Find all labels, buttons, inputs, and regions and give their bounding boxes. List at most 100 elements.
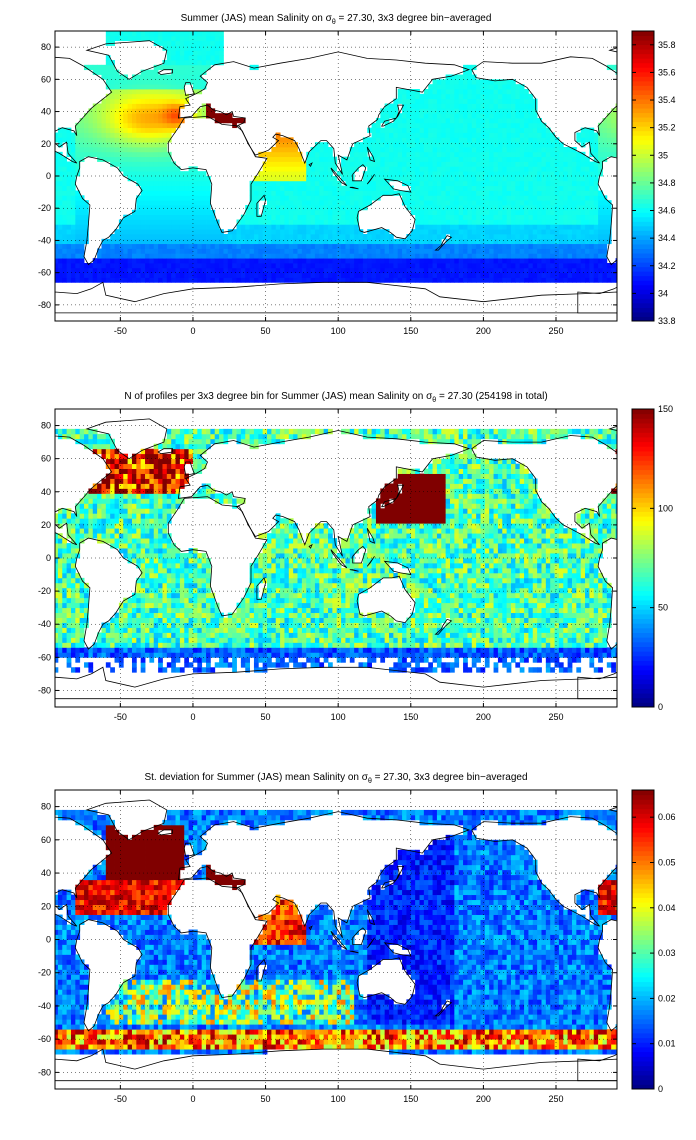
data-bin <box>467 267 473 274</box>
data-bin <box>97 508 102 514</box>
data-bin <box>166 137 172 143</box>
data-bin <box>249 238 255 245</box>
data-bin <box>375 263 381 269</box>
data-bin <box>415 93 420 100</box>
data-bin <box>184 272 190 278</box>
data-bin <box>79 214 85 220</box>
data-bin <box>528 267 534 274</box>
data-bin <box>284 272 290 278</box>
data-bin <box>70 171 76 177</box>
data-bin <box>79 533 85 539</box>
data-bin <box>114 513 120 519</box>
data-bin <box>131 597 137 604</box>
data-bin <box>136 258 142 264</box>
data-bin <box>258 272 264 278</box>
data-bin <box>524 190 529 196</box>
data-bin <box>101 151 107 158</box>
data-bin <box>66 528 72 534</box>
data-bin <box>585 166 590 172</box>
data-bin <box>467 272 473 278</box>
data-bin <box>140 224 146 230</box>
data-bin <box>528 151 534 158</box>
data-bin <box>158 108 163 114</box>
data-bin <box>75 612 81 618</box>
data-bin <box>79 205 85 211</box>
data-bin <box>57 577 63 584</box>
data-bin <box>454 132 460 138</box>
data-bin <box>88 523 94 529</box>
data-bin <box>118 238 124 245</box>
data-bin <box>275 248 281 254</box>
data-bin <box>184 60 190 66</box>
data-bin <box>480 151 486 158</box>
data-bin <box>371 132 377 138</box>
data-bin <box>236 118 242 124</box>
data-bin <box>415 263 420 269</box>
data-bin <box>201 272 207 278</box>
data-bin <box>558 209 564 216</box>
data-bin <box>79 612 85 618</box>
data-bin <box>166 209 172 216</box>
data-bin <box>484 166 490 172</box>
data-bin <box>84 612 89 618</box>
data-bin <box>502 229 508 235</box>
data-bin <box>428 151 433 158</box>
data-bin <box>206 229 211 235</box>
data-bin <box>406 234 412 240</box>
data-bin <box>458 205 464 211</box>
data-bin <box>232 118 237 124</box>
data-bin <box>463 127 468 133</box>
data-bin <box>463 132 468 138</box>
data-bin <box>502 214 508 220</box>
data-bin <box>62 224 68 230</box>
data-bin <box>179 31 185 37</box>
data-bin <box>192 248 198 254</box>
data-bin <box>105 113 111 119</box>
data-bin <box>528 209 534 216</box>
data-bin <box>428 84 433 90</box>
data-bin <box>476 137 481 143</box>
data-bin <box>66 543 72 549</box>
data-bin <box>210 209 216 216</box>
data-bin <box>136 79 142 85</box>
data-bin <box>323 176 329 182</box>
data-bin <box>101 513 107 519</box>
data-bin <box>136 632 142 638</box>
data-bin <box>140 622 146 628</box>
data-bin <box>153 79 159 85</box>
data-bin <box>97 647 102 653</box>
data-bin <box>358 200 364 206</box>
data-bin <box>489 258 494 264</box>
data-bin <box>480 98 486 104</box>
data-bin <box>402 190 407 196</box>
data-bin <box>519 118 525 124</box>
data-bin <box>88 428 94 435</box>
data-bin <box>136 538 142 544</box>
data-bin <box>179 64 185 71</box>
data-bin <box>384 151 390 158</box>
data-bin <box>463 253 468 259</box>
data-bin <box>118 548 124 554</box>
data-bin <box>171 60 176 66</box>
data-bin <box>502 103 508 109</box>
data-bin <box>410 272 416 278</box>
data-bin <box>323 272 329 278</box>
data-bin <box>275 219 281 225</box>
data-bin <box>110 69 115 75</box>
data-bin <box>123 108 129 114</box>
data-bin <box>323 258 329 264</box>
data-bin <box>532 243 538 249</box>
data-bin <box>598 156 603 162</box>
data-bin <box>240 253 246 259</box>
data-bin <box>162 205 168 211</box>
data-bin <box>463 69 468 75</box>
data-bin <box>450 171 455 177</box>
data-bin <box>450 93 455 100</box>
data-bin <box>323 166 329 172</box>
data-bin <box>114 483 120 489</box>
data-bin <box>136 587 142 594</box>
data-bin <box>598 166 603 172</box>
data-bin <box>127 108 133 114</box>
data-bin <box>397 243 403 249</box>
data-bin <box>515 263 521 269</box>
